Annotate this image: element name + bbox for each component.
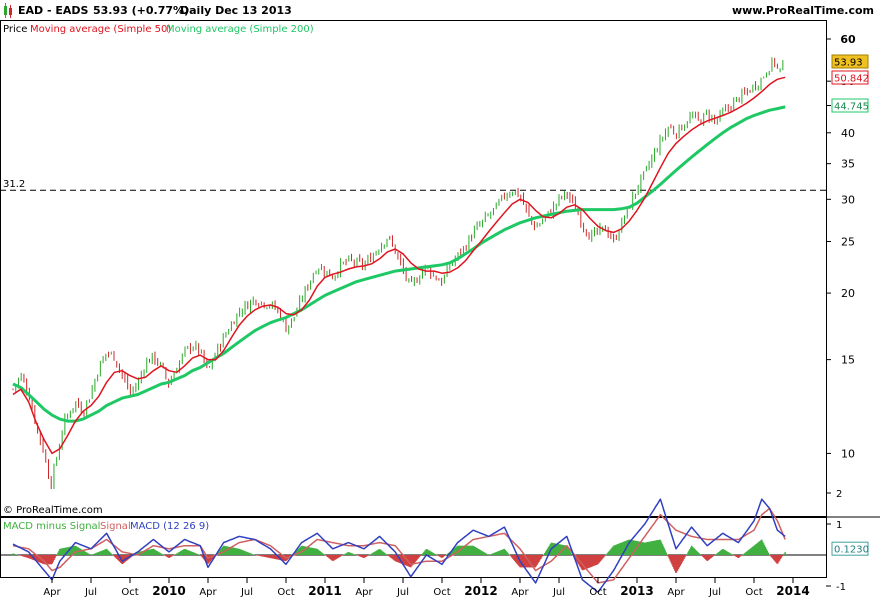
price-tick-label: 20	[841, 287, 855, 300]
reference-line: 31.2	[0, 179, 826, 191]
time-tick-label: Jul	[552, 587, 565, 598]
ma50-badge-label: 50.842	[834, 74, 869, 85]
time-tick-label: 2012	[464, 584, 497, 598]
macd-tick-label: 2	[836, 489, 842, 500]
time-tick-label: Oct	[277, 587, 294, 598]
candlestick-series	[12, 57, 784, 490]
ma200-badge-label: 44.745	[834, 102, 869, 113]
time-tick-label: Jul	[396, 587, 409, 598]
time-tick-label: Apr	[667, 587, 685, 598]
price-tick-label: 15	[841, 354, 855, 367]
price-badge	[831, 54, 869, 69]
price-tick-label: 60	[840, 33, 856, 46]
price-axis: 10152025303540455060	[826, 33, 856, 460]
candle-logo-icon	[4, 3, 12, 18]
macd-line	[12, 498, 786, 593]
ma50-series	[12, 76, 786, 455]
time-tick-label: Jul	[84, 587, 97, 598]
ma50-line	[12, 76, 786, 455]
macd-tick-label: 1	[836, 520, 842, 531]
indicator-legend: Price Moving average (Simple 50) Moving …	[3, 24, 314, 35]
macd-legend-signal: Signal	[100, 521, 131, 532]
ma200-series	[12, 105, 786, 423]
price-tick-label: 30	[841, 193, 855, 206]
macd-badges: 0.1230	[831, 541, 869, 556]
ma50-badge	[831, 70, 869, 85]
macd-legend: MACD minus Signal Signal MACD (12 26 9)	[3, 521, 209, 532]
macd-series	[12, 498, 786, 593]
time-tick-label: Oct	[433, 587, 450, 598]
macd-panel-frame	[0, 517, 827, 578]
price-tick-label: 10	[841, 447, 855, 460]
time-tick-label: Apr	[355, 587, 373, 598]
ma200-line	[12, 105, 786, 423]
time-tick-label: Apr	[511, 587, 529, 598]
time-tick-label: Oct	[589, 587, 606, 598]
time-tick-label: 2010	[152, 584, 185, 598]
price-badges: 53.93 50.842 44.745	[831, 54, 869, 113]
price-tick-label: 40	[841, 127, 855, 140]
ma200-badge	[831, 98, 869, 113]
price-change-label: 53.93 (+0.77%)	[93, 4, 189, 17]
price-tick-label: 35	[841, 158, 855, 171]
time-tick-label: Oct	[745, 587, 762, 598]
header-bar: EAD - EADS 53.93 (+0.77%) Daily Dec 13 2…	[0, 0, 880, 20]
level-31-2-label: 31.2	[3, 179, 25, 190]
time-tick-label: Jul	[708, 587, 721, 598]
price-badge-label: 53.93	[834, 58, 863, 69]
legend-price: Price	[3, 24, 27, 35]
time-tick-label: 2011	[308, 584, 341, 598]
time-tick-label: 2013	[620, 584, 653, 598]
site-label: www.ProRealTime.com	[732, 4, 874, 17]
macd-legend-hist: MACD minus Signal	[3, 521, 100, 532]
symbol-label: EAD - EADS	[18, 4, 89, 17]
time-tick-label: Oct	[121, 587, 138, 598]
time-tick-label: Apr	[43, 587, 61, 598]
signal-series	[12, 507, 786, 584]
macd-value-badge	[831, 541, 869, 556]
price-tick-label: 25	[841, 235, 855, 248]
macd-tick-label: -1	[836, 582, 846, 593]
macd-value-badge-label: 0.1230	[834, 545, 869, 556]
legend-ma50: Moving average (Simple 50)	[30, 24, 171, 35]
time-tick-label: Apr	[199, 587, 217, 598]
signal-line	[12, 507, 786, 584]
period-date-label: Daily Dec 13 2013	[180, 4, 292, 17]
time-tick-label: Jul	[240, 587, 253, 598]
legend-ma200: Moving average (Simple 200)	[166, 24, 314, 35]
copyright-label: © ProRealTime.com	[3, 505, 103, 516]
time-tick-label: 2014	[776, 584, 809, 598]
macd-histogram	[12, 539, 786, 573]
time-axis: Apr Jul Oct 2010 Apr Jul Oct 2011 Apr Jul Oct 2012 A…	[43, 578, 810, 598]
macd-legend-macd: MACD (12 26 9)	[130, 521, 209, 532]
